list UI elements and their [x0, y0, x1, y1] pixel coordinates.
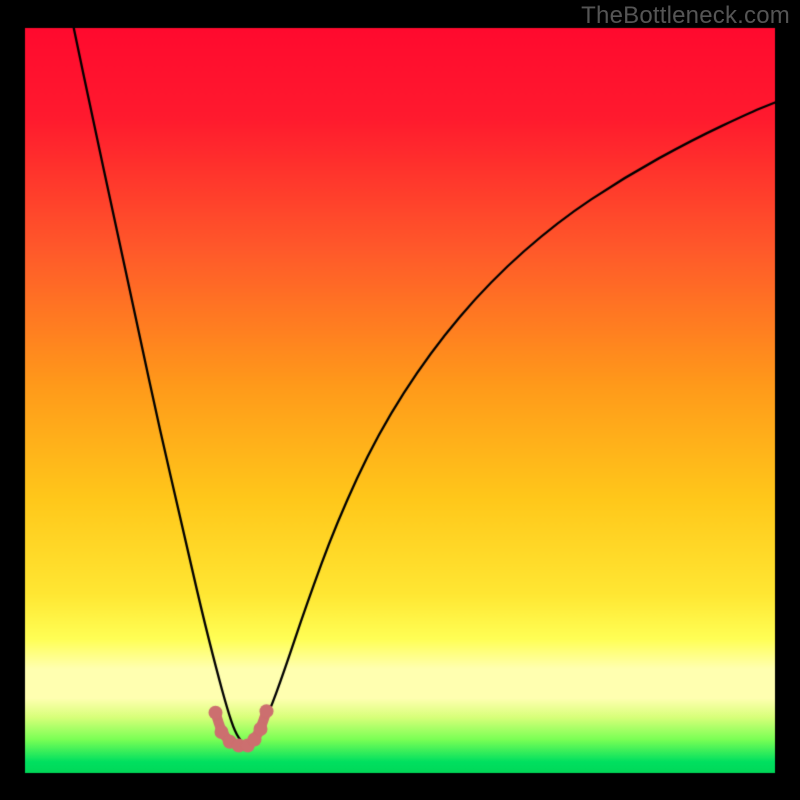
watermark-text: TheBottleneck.com — [581, 2, 790, 30]
bottleneck-chart — [0, 0, 800, 800]
